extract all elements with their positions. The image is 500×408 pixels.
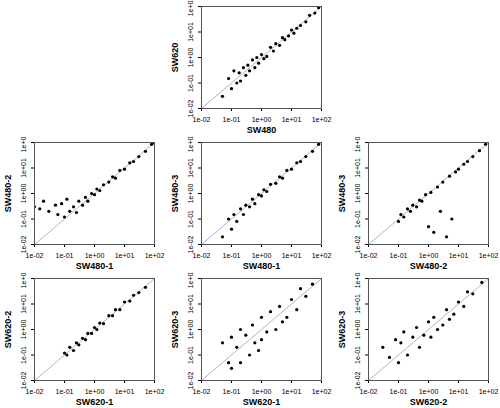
svg-text:1e-02: 1e-02	[187, 99, 194, 117]
svg-text:1e-01: 1e-01	[187, 74, 194, 92]
svg-text:1e-02: 1e-02	[187, 371, 194, 389]
svg-text:1e-02: 1e-02	[26, 388, 44, 395]
svg-text:SW620-1: SW620-1	[76, 397, 114, 407]
svg-text:SW620: SW620	[170, 43, 180, 73]
svg-text:1e-02: 1e-02	[193, 388, 211, 395]
svg-text:1e+02: 1e+02	[312, 388, 332, 395]
svg-text:1e-02: 1e-02	[20, 235, 27, 253]
svg-text:1e+02: 1e+02	[312, 252, 332, 259]
svg-text:1e+02: 1e+02	[187, 0, 194, 16]
svg-text:1e+01: 1e+01	[449, 388, 469, 395]
svg-text:1e-01: 1e-01	[354, 210, 361, 228]
svg-text:1e+02: 1e+02	[20, 272, 27, 288]
svg-text:1e+02: 1e+02	[479, 388, 499, 395]
svg-text:1e+02: 1e+02	[312, 116, 332, 123]
svg-text:1e-02: 1e-02	[26, 252, 44, 259]
svg-text:1e-01: 1e-01	[223, 116, 241, 123]
svg-text:1e+00: 1e+00	[187, 320, 194, 340]
svg-text:1e+00: 1e+00	[20, 320, 27, 340]
svg-text:SW480-1: SW480-1	[76, 261, 114, 271]
svg-text:1e+02: 1e+02	[145, 388, 165, 395]
svg-text:SW480-3: SW480-3	[337, 175, 347, 213]
svg-text:1e+02: 1e+02	[354, 136, 361, 152]
svg-text:1e+02: 1e+02	[354, 272, 361, 288]
svg-text:1e+00: 1e+00	[85, 388, 105, 395]
svg-text:1e+00: 1e+00	[20, 184, 27, 204]
svg-text:1e+00: 1e+00	[252, 116, 272, 123]
svg-text:1e+00: 1e+00	[354, 320, 361, 340]
svg-text:SW480-1: SW480-1	[243, 261, 281, 271]
svg-text:SW480: SW480	[247, 125, 277, 135]
svg-text:1e+01: 1e+01	[282, 252, 302, 259]
svg-text:1e+00: 1e+00	[187, 184, 194, 204]
svg-text:1e-01: 1e-01	[354, 346, 361, 364]
svg-text:1e-02: 1e-02	[187, 235, 194, 253]
svg-text:1e-01: 1e-01	[56, 388, 74, 395]
svg-text:SW620-3: SW620-3	[337, 311, 347, 349]
svg-text:1e+01: 1e+01	[20, 294, 27, 314]
svg-text:SW620-3: SW620-3	[170, 311, 180, 349]
svg-text:SW620-1: SW620-1	[243, 397, 281, 407]
svg-text:1e-02: 1e-02	[193, 116, 211, 123]
svg-text:1e+01: 1e+01	[354, 294, 361, 314]
svg-text:1e+01: 1e+01	[187, 22, 194, 42]
svg-text:1e+00: 1e+00	[252, 252, 272, 259]
svg-text:SW480-2: SW480-2	[410, 261, 448, 271]
svg-text:1e-01: 1e-01	[223, 252, 241, 259]
svg-text:1e+01: 1e+01	[187, 294, 194, 314]
svg-text:1e-02: 1e-02	[360, 388, 378, 395]
svg-text:1e-01: 1e-01	[390, 388, 408, 395]
svg-text:1e+02: 1e+02	[20, 136, 27, 152]
svg-text:1e+00: 1e+00	[419, 388, 439, 395]
svg-text:1e+01: 1e+01	[449, 252, 469, 259]
svg-text:1e+01: 1e+01	[187, 158, 194, 178]
svg-text:1e+00: 1e+00	[354, 184, 361, 204]
svg-text:1e+00: 1e+00	[252, 388, 272, 395]
svg-text:1e+01: 1e+01	[282, 116, 302, 123]
svg-text:1e-01: 1e-01	[187, 210, 194, 228]
svg-text:SW620-2: SW620-2	[3, 311, 13, 349]
svg-text:1e-02: 1e-02	[20, 371, 27, 389]
svg-text:1e+01: 1e+01	[115, 252, 135, 259]
svg-text:1e+00: 1e+00	[85, 252, 105, 259]
svg-text:1e+01: 1e+01	[354, 158, 361, 178]
svg-text:1e-02: 1e-02	[354, 235, 361, 253]
svg-text:1e-01: 1e-01	[187, 346, 194, 364]
svg-text:1e-01: 1e-01	[390, 252, 408, 259]
svg-text:1e-01: 1e-01	[20, 210, 27, 228]
svg-text:SW620-2: SW620-2	[410, 397, 448, 407]
svg-text:1e+02: 1e+02	[145, 252, 165, 259]
svg-text:1e-01: 1e-01	[20, 346, 27, 364]
svg-text:1e+00: 1e+00	[187, 48, 194, 68]
svg-text:1e+02: 1e+02	[479, 252, 499, 259]
svg-text:1e-02: 1e-02	[360, 252, 378, 259]
svg-text:1e+01: 1e+01	[282, 388, 302, 395]
svg-text:1e+02: 1e+02	[187, 272, 194, 288]
svg-text:1e+02: 1e+02	[187, 136, 194, 152]
svg-text:1e-02: 1e-02	[193, 252, 211, 259]
svg-text:1e+01: 1e+01	[115, 388, 135, 395]
svg-text:1e-02: 1e-02	[354, 371, 361, 389]
svg-text:1e-01: 1e-01	[223, 388, 241, 395]
svg-text:1e+01: 1e+01	[20, 158, 27, 178]
svg-text:SW480-3: SW480-3	[170, 175, 180, 213]
svg-text:1e+00: 1e+00	[419, 252, 439, 259]
svg-text:SW480-2: SW480-2	[3, 175, 13, 213]
svg-text:1e-01: 1e-01	[56, 252, 74, 259]
